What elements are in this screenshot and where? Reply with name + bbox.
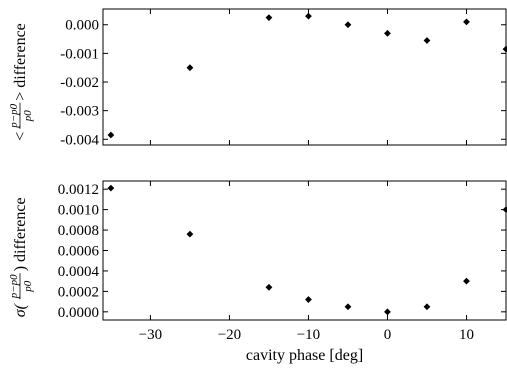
bottom-x-axis-label: cavity phase [deg] xyxy=(246,347,363,364)
bottom-x-tick-label: −30 xyxy=(139,327,162,343)
bottom-x-tick-label: −20 xyxy=(218,327,241,343)
top-y-label-suffix: > difference xyxy=(12,23,29,101)
bottom-y-tick-label: 0.0002 xyxy=(58,284,99,300)
top-y-tick-label: -0.002 xyxy=(60,75,99,91)
bottom-y-tick-label: 0.0006 xyxy=(58,244,100,260)
bottom-data-point xyxy=(186,230,194,238)
top-y-label-prefix: < xyxy=(12,132,29,141)
bottom-data-point xyxy=(107,184,115,192)
bottom-data-point xyxy=(423,303,431,311)
top-y-tick-label: -0.001 xyxy=(60,46,99,62)
top-panel: 0.000 -0.001 -0.002 -0.003 -0.004 < p−p0 p0 > di… xyxy=(8,8,507,148)
bottom-y-axis-label: σ( p−p0 p0 ) difference xyxy=(8,197,34,317)
top-y-tick-label: -0.004 xyxy=(60,132,99,148)
top-data-point xyxy=(502,45,507,53)
top-y-tick-label: -0.003 xyxy=(60,104,99,120)
bottom-panel: −30 −20 −10 0 10 0.0000 0.0002 0.0004 0.0006 0.00… xyxy=(8,180,507,364)
bottom-x-tick-label: −10 xyxy=(297,327,320,343)
bottom-plot-frame xyxy=(102,180,507,321)
bottom-y-tick-label: 0.0012 xyxy=(58,182,99,198)
top-y-label-numerator: p−p0 xyxy=(8,103,20,128)
top-data-point xyxy=(305,12,312,20)
bottom-data-point xyxy=(344,303,352,311)
top-data-point xyxy=(344,21,352,29)
bottom-data-point xyxy=(463,277,470,285)
bottom-y-label-prefix: σ( xyxy=(12,302,29,317)
bottom-data-point xyxy=(265,283,273,291)
bottom-x-tick-label: 0 xyxy=(384,327,392,343)
top-data-point xyxy=(463,18,470,26)
top-data-point xyxy=(423,37,431,44)
bottom-x-tick-label: 10 xyxy=(459,327,474,343)
top-y-tick-label: 0.000 xyxy=(65,18,99,34)
bottom-y-label-denominator: p0 xyxy=(22,280,34,293)
top-data-point xyxy=(107,131,115,139)
bottom-data-point xyxy=(384,308,391,316)
bottom-y-tick-label: 0.0004 xyxy=(58,264,100,280)
bottom-y-tick-label: 0.0000 xyxy=(58,305,99,321)
top-data-point xyxy=(265,14,273,21)
bottom-y-label-suffix: ) difference xyxy=(12,197,29,271)
top-plot-frame xyxy=(102,8,507,146)
top-y-axis-label: < p−p0 p0 > difference xyxy=(8,23,34,141)
bottom-y-tick-label: 0.0008 xyxy=(58,223,99,239)
bottom-y-tick-label: 0.0010 xyxy=(58,203,99,219)
top-data-point xyxy=(186,64,194,72)
top-data-point xyxy=(384,29,391,37)
bottom-y-label-numerator: p−p0 xyxy=(8,274,20,299)
top-y-label-denominator: p0 xyxy=(22,110,34,123)
bottom-data-point xyxy=(502,206,507,214)
bottom-data-point xyxy=(305,296,312,303)
